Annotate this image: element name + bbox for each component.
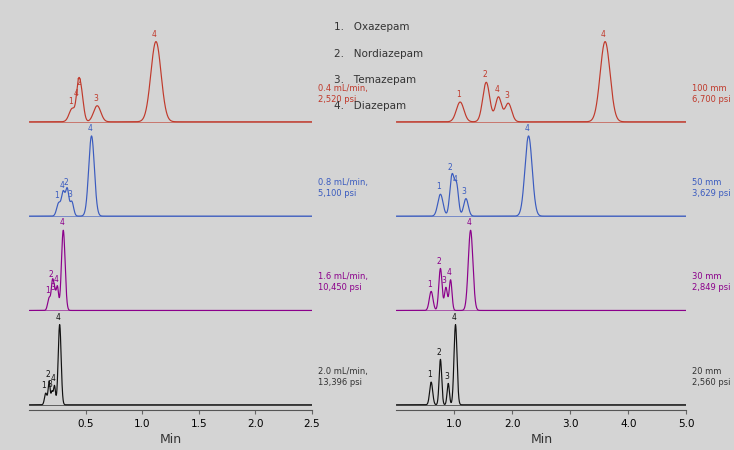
Text: 1: 1 — [436, 182, 441, 191]
Text: 4: 4 — [494, 85, 499, 94]
X-axis label: Min: Min — [159, 433, 182, 446]
Text: 4: 4 — [466, 218, 471, 227]
Text: 4: 4 — [524, 124, 529, 133]
Text: 1.   Oxazepam: 1. Oxazepam — [334, 22, 410, 32]
Text: 3: 3 — [93, 94, 98, 103]
X-axis label: Min: Min — [530, 433, 553, 446]
Text: 3: 3 — [442, 276, 446, 285]
Text: 4: 4 — [51, 374, 55, 383]
Text: 1: 1 — [45, 286, 50, 295]
Text: 1: 1 — [427, 370, 432, 379]
Text: 0.4 mL/min,
2,520 psi: 0.4 mL/min, 2,520 psi — [318, 84, 368, 104]
Text: 2: 2 — [77, 78, 81, 87]
Text: 4: 4 — [446, 268, 451, 277]
Text: 2.0 mL/min,
13,396 psi: 2.0 mL/min, 13,396 psi — [318, 367, 368, 387]
Text: 4: 4 — [152, 30, 156, 39]
Text: 2: 2 — [448, 163, 453, 172]
Text: 3: 3 — [51, 283, 56, 292]
Text: 3: 3 — [68, 190, 73, 199]
Text: 4: 4 — [601, 30, 606, 39]
Text: 1.6 mL/min,
10,450 psi: 1.6 mL/min, 10,450 psi — [318, 272, 368, 292]
Text: 1: 1 — [68, 97, 73, 106]
Text: 4: 4 — [452, 175, 457, 184]
Text: 3.   Temazepam: 3. Temazepam — [334, 75, 416, 85]
Text: 2: 2 — [48, 270, 53, 279]
Text: 4: 4 — [54, 275, 58, 284]
Text: 4: 4 — [59, 218, 64, 227]
Text: 3: 3 — [444, 372, 449, 381]
Text: 30 mm
2,849 psi: 30 mm 2,849 psi — [692, 272, 730, 292]
Text: 2: 2 — [436, 347, 441, 356]
Text: 4.   Diazepam: 4. Diazepam — [334, 101, 406, 111]
Text: 1: 1 — [54, 191, 59, 200]
Text: 4: 4 — [451, 313, 457, 322]
Text: 4: 4 — [59, 181, 64, 190]
Text: 4: 4 — [56, 313, 60, 322]
Text: 0.8 mL/min,
5,100 psi: 0.8 mL/min, 5,100 psi — [318, 178, 368, 198]
Text: 2.   Nordiazepam: 2. Nordiazepam — [334, 49, 423, 58]
Text: 4: 4 — [87, 124, 92, 133]
Text: 2: 2 — [436, 256, 441, 266]
Text: 1: 1 — [42, 381, 46, 390]
Text: 2: 2 — [45, 370, 50, 379]
Text: 100 mm
6,700 psi: 100 mm 6,700 psi — [692, 84, 731, 104]
Text: 3: 3 — [504, 91, 509, 100]
Text: 2: 2 — [63, 178, 68, 187]
Text: 20 mm
2,560 psi: 20 mm 2,560 psi — [692, 367, 730, 387]
Text: 2: 2 — [482, 71, 487, 80]
Text: 1: 1 — [427, 279, 432, 288]
Text: 3: 3 — [48, 380, 53, 389]
Text: 50 mm
3,629 psi: 50 mm 3,629 psi — [692, 178, 731, 198]
Text: 3: 3 — [462, 187, 467, 196]
Text: 4: 4 — [74, 89, 79, 98]
Text: 1: 1 — [456, 90, 461, 99]
